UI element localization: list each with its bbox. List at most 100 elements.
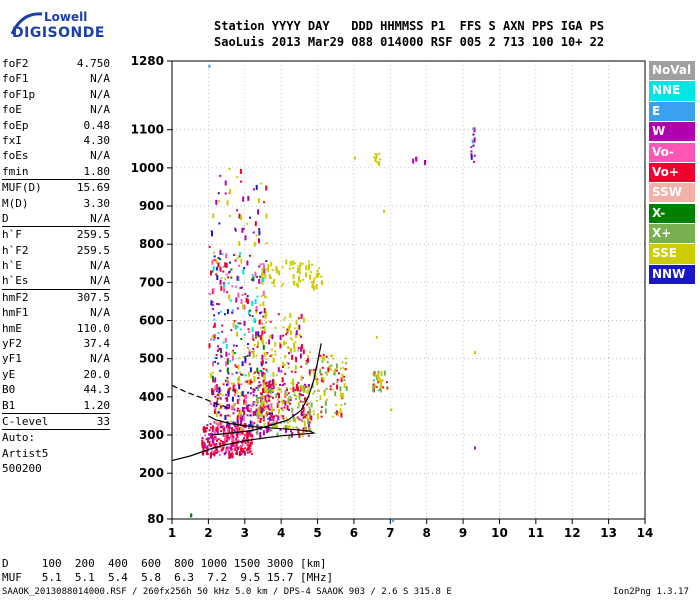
echo-point: [294, 417, 297, 423]
echo-point: [230, 268, 233, 271]
echo-point: [290, 397, 293, 399]
echo-point: [283, 426, 286, 428]
x-tick-label: 3: [241, 526, 249, 540]
echo-point: [310, 281, 313, 284]
echo-point: [287, 397, 290, 403]
echo-point: [260, 411, 263, 417]
echo-point: [257, 386, 260, 389]
echo-point: [252, 403, 255, 406]
echo-point: [277, 389, 280, 392]
echo-point: [214, 438, 217, 440]
echo-point: [340, 412, 343, 418]
echo-point: [218, 200, 220, 203]
echo-point: [261, 397, 264, 400]
echo-point: [243, 267, 246, 270]
echo-point: [240, 427, 243, 433]
echo-point: [229, 387, 231, 390]
echo-point: [260, 277, 263, 279]
echo-point: [319, 354, 322, 357]
echo-point: [231, 453, 234, 459]
echo-point: [228, 415, 231, 418]
echo-point: [259, 392, 262, 395]
echo-point: [235, 452, 237, 455]
echo-point: [233, 429, 236, 431]
echo-point: [227, 391, 230, 394]
echo-point: [220, 285, 223, 291]
echo-point: [272, 360, 275, 363]
param-value: N/A: [90, 149, 110, 163]
echo-point: [206, 450, 208, 456]
echo-point: [221, 253, 224, 255]
echo-point: [278, 408, 280, 414]
echo-point: [290, 382, 293, 385]
x-tick-label: 12: [564, 526, 581, 540]
echo-point: [311, 283, 314, 289]
echo-point: [275, 393, 278, 399]
echo-point: [473, 137, 476, 143]
echo-point: [311, 383, 314, 388]
echo-point: [279, 383, 281, 386]
echo-point: [227, 388, 230, 394]
param-row: hmF1 N/A: [2, 305, 110, 320]
echo-point: [204, 434, 207, 437]
param-value: 307.5: [76, 290, 110, 304]
echo-point: [377, 373, 380, 379]
echo-point: [373, 156, 376, 159]
echo-point: [255, 404, 258, 407]
echo-point: [292, 381, 295, 387]
echo-point: [256, 345, 259, 348]
echo-point: [208, 440, 211, 446]
echo-point: [231, 285, 234, 288]
echo-point: [282, 366, 284, 368]
echo-point: [309, 274, 311, 280]
echo-point: [230, 420, 232, 423]
software-version: Ion2Png 1.3.17: [613, 587, 689, 597]
echo-point: [255, 386, 258, 389]
echo-point: [260, 397, 263, 400]
echo-point: [227, 391, 230, 397]
echo-point: [274, 341, 277, 347]
echo-point: [295, 397, 297, 400]
echo-point: [320, 406, 323, 409]
x-tick-label: 10: [491, 526, 508, 540]
echo-point: [322, 380, 325, 383]
echo-point: [321, 280, 323, 286]
echo-point: [289, 261, 292, 264]
echo-point: [219, 310, 222, 313]
echo-point: [378, 376, 381, 382]
echo-point: [212, 380, 215, 383]
echo-point: [205, 438, 208, 441]
echo-point: [472, 133, 475, 136]
echo-point: [300, 346, 303, 352]
echo-point: [472, 141, 475, 144]
echo-point: [472, 144, 475, 147]
echo-point: [289, 323, 292, 329]
echo-point: [374, 157, 377, 163]
echo-point: [227, 276, 230, 279]
echo-point: [231, 451, 234, 454]
echo-point: [299, 393, 302, 396]
echo-point: [264, 314, 267, 320]
echo-point: [293, 391, 296, 394]
echo-point: [217, 392, 220, 395]
param-name: h`Es: [2, 274, 29, 288]
echo-point: [286, 405, 289, 411]
param-name: D: [2, 211, 9, 225]
echo-point: [325, 398, 328, 401]
echo-point: [292, 416, 295, 422]
echo-point: [271, 269, 274, 272]
echo-point: [224, 379, 227, 382]
echo-point: [261, 330, 264, 336]
echo-point: [237, 379, 240, 385]
echo-point: [270, 418, 273, 421]
echo-point: [218, 407, 221, 410]
param-row: h`F2 259.5: [2, 243, 110, 258]
echo-point: [226, 369, 229, 372]
legend-item: Vo-: [649, 142, 695, 162]
echo-point: [268, 274, 271, 279]
echo-point: [270, 261, 273, 267]
echo-point: [305, 391, 308, 394]
echo-point: [216, 451, 219, 454]
echo-point: [238, 241, 241, 247]
echo-point: [343, 383, 346, 389]
